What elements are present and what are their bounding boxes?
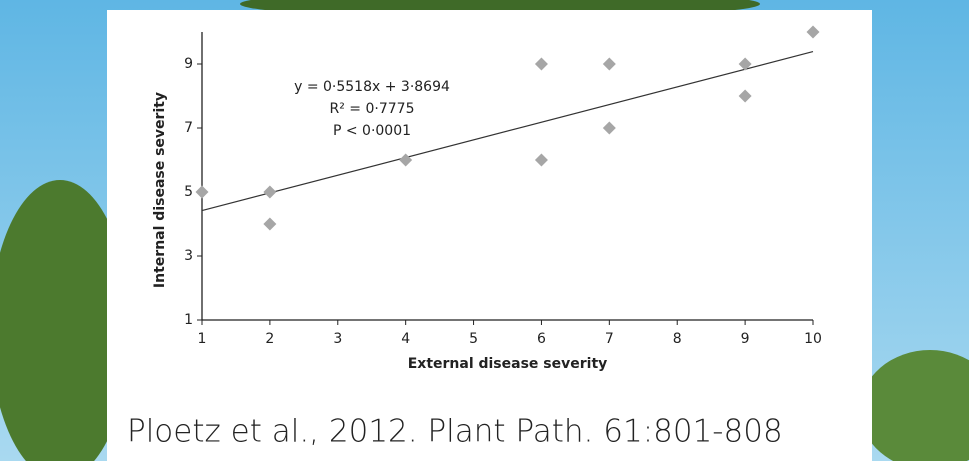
point	[602, 57, 616, 71]
point	[738, 89, 752, 103]
x-tick-label: 10	[804, 331, 822, 347]
y-axis-label: Internal disease severity	[152, 92, 168, 288]
point	[399, 153, 413, 167]
y-tick-label: 5	[184, 184, 193, 200]
point	[602, 121, 616, 135]
x-tick-label: 6	[537, 331, 546, 347]
plot: 1 3 5 7 9 1 2 3 4 5 6 7 8 9 10 External disease severit…	[152, 25, 822, 372]
foliage	[0, 180, 130, 466]
point	[806, 25, 820, 39]
citation: Ploetz et al., 2012. Plant Path. 61:801-…	[127, 414, 783, 450]
panel	[107, 10, 872, 461]
y-tick-label: 7	[184, 120, 193, 136]
x-tick-label: 4	[401, 331, 410, 347]
x-tick-label: 8	[673, 331, 682, 347]
point	[534, 153, 548, 167]
annotation: y = 0·5518x + 3·8694	[294, 79, 450, 95]
y-tick-label: 1	[184, 312, 193, 328]
point	[263, 185, 277, 199]
x-tick-label: 2	[265, 331, 274, 347]
annotation: P < 0·0001	[333, 123, 411, 139]
x-tick-label: 3	[333, 331, 342, 347]
y-tick-label: 9	[184, 56, 193, 72]
point	[738, 57, 752, 71]
trendline	[201, 51, 814, 212]
point	[263, 217, 277, 231]
x-tick-label: 7	[605, 331, 614, 347]
x-tick-label: 5	[469, 331, 478, 347]
x-tick-label: 1	[198, 331, 207, 347]
foliage	[860, 350, 969, 466]
x-tick-label: 9	[741, 331, 750, 347]
annotation: R² = 0·7775	[330, 101, 415, 117]
x-axis-label: External disease severity	[408, 356, 608, 372]
y-tick-label: 3	[184, 248, 193, 264]
point	[195, 185, 209, 199]
point	[534, 57, 548, 71]
